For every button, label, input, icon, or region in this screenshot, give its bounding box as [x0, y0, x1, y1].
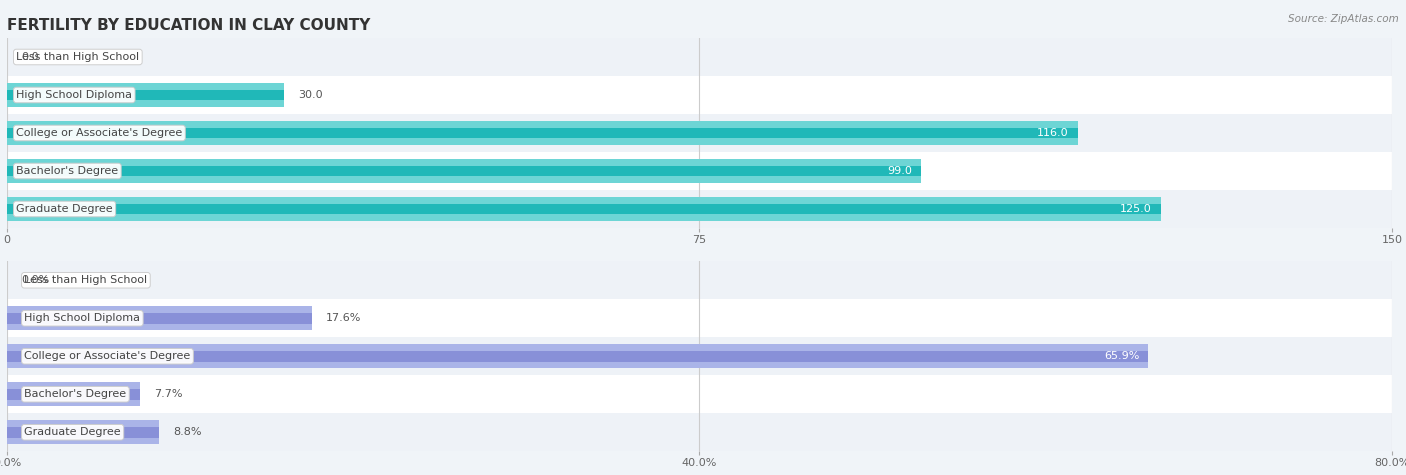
Bar: [7, 114, 1392, 152]
Text: Source: ZipAtlas.com: Source: ZipAtlas.com: [1288, 14, 1399, 24]
Text: Graduate Degree: Graduate Degree: [24, 427, 121, 437]
Text: Bachelor's Degree: Bachelor's Degree: [24, 389, 127, 399]
Text: 0.0: 0.0: [21, 52, 38, 62]
Bar: [7, 344, 1147, 368]
Text: 0.0%: 0.0%: [21, 275, 49, 285]
Bar: [7, 197, 1161, 221]
Text: 7.7%: 7.7%: [155, 389, 183, 399]
Bar: [7, 420, 159, 444]
Text: 30.0: 30.0: [298, 90, 322, 100]
Bar: [7, 351, 1147, 361]
Bar: [7, 375, 1392, 413]
Text: High School Diploma: High School Diploma: [24, 313, 141, 323]
Text: College or Associate's Degree: College or Associate's Degree: [17, 128, 183, 138]
Bar: [7, 382, 141, 406]
Bar: [7, 306, 312, 330]
Bar: [7, 83, 284, 107]
Text: 99.0: 99.0: [887, 166, 912, 176]
Text: 8.8%: 8.8%: [173, 427, 201, 437]
Bar: [7, 204, 1161, 214]
Bar: [7, 261, 1392, 299]
Text: College or Associate's Degree: College or Associate's Degree: [24, 351, 191, 361]
Bar: [7, 299, 1392, 337]
Text: 65.9%: 65.9%: [1104, 351, 1139, 361]
Bar: [7, 152, 1392, 190]
Bar: [7, 121, 1078, 145]
Bar: [7, 159, 921, 183]
Bar: [7, 337, 1392, 375]
Bar: [7, 76, 1392, 114]
Text: Less than High School: Less than High School: [17, 52, 139, 62]
Bar: [7, 190, 1392, 228]
Bar: [7, 313, 312, 323]
Text: High School Diploma: High School Diploma: [17, 90, 132, 100]
Text: Less than High School: Less than High School: [24, 275, 148, 285]
Bar: [7, 128, 1078, 138]
Text: 17.6%: 17.6%: [326, 313, 361, 323]
Text: 125.0: 125.0: [1121, 204, 1152, 214]
Bar: [7, 413, 1392, 451]
Bar: [7, 166, 921, 176]
Text: Graduate Degree: Graduate Degree: [17, 204, 112, 214]
Text: Bachelor's Degree: Bachelor's Degree: [17, 166, 118, 176]
Bar: [7, 427, 159, 437]
Bar: [7, 389, 141, 399]
Bar: [7, 38, 1392, 76]
Text: FERTILITY BY EDUCATION IN CLAY COUNTY: FERTILITY BY EDUCATION IN CLAY COUNTY: [7, 18, 370, 33]
Text: 116.0: 116.0: [1038, 128, 1069, 138]
Bar: [7, 90, 284, 100]
